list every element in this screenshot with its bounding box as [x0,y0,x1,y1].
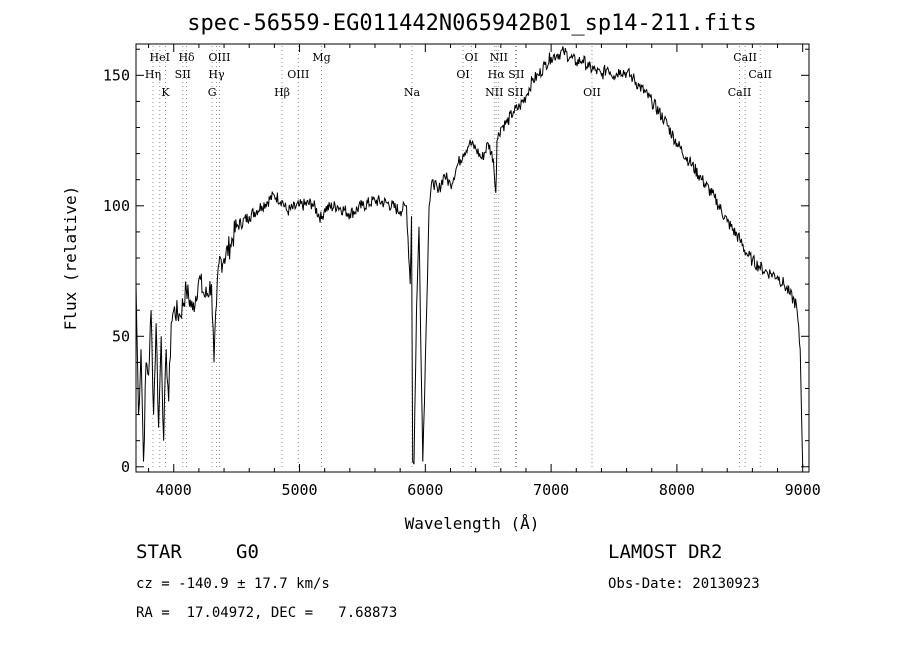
y-tick-label: 50 [112,327,130,345]
spectral-line-label: Hα [488,68,506,81]
x-tick-label: 7000 [533,481,569,499]
x-tick-label: 4000 [156,481,192,499]
x-axis-label: Wavelength (Å) [405,514,540,533]
observation-date: Obs-Date: 20130923 [608,576,760,592]
x-tick-label: 5000 [281,481,317,499]
spectral-line-markers [152,46,761,470]
y-tick-label: 100 [103,197,130,215]
spectral-line-label: SII [508,68,524,81]
spectral-line-label: CaII [728,86,752,99]
spectral-line-label: OIII [287,68,309,81]
y-tick-label: 0 [121,458,130,476]
x-tick-label: 6000 [407,481,443,499]
spectral-line-label: NII [490,51,508,64]
spectral-line-label: HeI [150,51,170,64]
y-axis-label: Flux (relative) [61,186,80,331]
spectral-line-label: Hγ [208,68,225,81]
chart-title: spec-56559-EG011442N065942B01_sp14-211.f… [187,11,757,36]
redshift-velocity: cz = -140.9 ± 17.7 km/s [136,576,330,592]
object-class: STAR [136,541,182,563]
plot-frame [135,43,810,473]
spectral-line-label: OI [456,68,469,81]
y-tick-label: 150 [103,66,130,84]
x-tick-label: 8000 [659,481,695,499]
x-tick-label: 9000 [785,481,821,499]
spectral-line-label: Hη [145,68,161,81]
spectral-line-label: G [208,86,217,99]
spectral-line-label: OII [583,86,601,99]
spectral-line-label: K [161,86,170,99]
x-axis-ticks: 4000 5000 6000 7000 8000 9000 [148,44,821,499]
spectral-line-label: Hδ [178,51,195,64]
spectral-line-label: OI [465,51,478,64]
object-subclass: G0 [236,541,259,563]
spectral-line-label: Mg [312,51,330,64]
spectral-line-label: SII [175,68,191,81]
spectral-line-label: SII [507,86,523,99]
spectral-line-label: NII [485,86,503,99]
spectrum-line [135,46,804,467]
ra-dec-coordinates: RA = 17.04972, DEC = 7.68873 [136,605,398,621]
y-axis-ticks: 0 50 100 150 [103,48,809,476]
spectral-line-label: CaII [748,68,772,81]
spectral-line-label: Hβ [274,86,290,99]
spectral-line-label: OIII [208,51,230,64]
survey-name: LAMOST DR2 [608,541,723,563]
spectral-line-label: Na [404,86,421,99]
spectral-line-label: CaII [733,51,757,64]
